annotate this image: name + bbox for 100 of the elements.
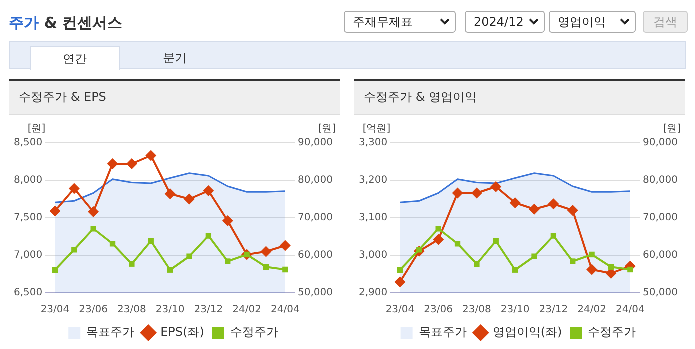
point xyxy=(263,264,270,270)
x-tick-label: 23/08 xyxy=(462,304,492,316)
legend-label: 영업이익(좌) xyxy=(492,325,562,340)
point xyxy=(72,247,78,253)
y2-axis-title: [원] xyxy=(663,124,682,135)
point xyxy=(474,261,480,267)
y2-tick-label: 60,000 xyxy=(643,250,678,262)
y-axis-title: [억원] xyxy=(362,124,391,135)
point xyxy=(532,254,538,260)
text: 연간 xyxy=(30,46,120,70)
point xyxy=(203,186,214,196)
point xyxy=(548,198,560,210)
y-tick-label: 3,300 xyxy=(358,138,388,149)
text: 주가 & 컨센서스 xyxy=(9,14,123,32)
y2-tick-label: 50,000 xyxy=(643,288,678,299)
text: 영업이익 xyxy=(558,15,606,29)
x-tick-label: 24/04 xyxy=(271,304,300,316)
y2-tick-label: 80,000 xyxy=(643,175,678,186)
point xyxy=(225,258,231,264)
x-tick-label: 23/10 xyxy=(500,304,530,316)
point xyxy=(206,233,212,239)
x-tick-label: 23/12 xyxy=(194,304,224,316)
point xyxy=(50,206,61,217)
point xyxy=(628,266,634,273)
y-axis-title: [원] xyxy=(28,124,46,135)
x-tick-label: 23/04 xyxy=(386,304,415,316)
point xyxy=(397,267,404,273)
point xyxy=(493,238,499,244)
y2-tick-label: 50,000 xyxy=(298,288,334,299)
y-tick-label: 8,500 xyxy=(14,138,43,149)
x-tick-label: 24/02 xyxy=(578,304,606,316)
point xyxy=(529,204,540,215)
point xyxy=(436,226,442,232)
point xyxy=(510,198,521,208)
legend-label: EPS(좌) xyxy=(160,325,204,340)
point xyxy=(550,233,557,239)
x-tick-label: 23/04 xyxy=(40,304,70,316)
point xyxy=(260,246,272,258)
point xyxy=(586,264,598,276)
legend-label: 목표주가 xyxy=(418,325,467,340)
y2-tick-label: 70,000 xyxy=(643,212,678,224)
point xyxy=(512,267,518,273)
text: 주재무제표 xyxy=(353,15,413,29)
point xyxy=(148,238,154,244)
point xyxy=(126,158,138,170)
legend-label: 수정주가 xyxy=(230,325,278,340)
x-tick-label: 24/04 xyxy=(616,304,645,316)
point xyxy=(110,241,116,247)
point xyxy=(129,261,135,267)
point xyxy=(167,267,174,273)
y-tick-label: 7,500 xyxy=(14,212,43,224)
y2-tick-label: 90,000 xyxy=(298,138,334,149)
legend-label: 수정주가 xyxy=(588,325,636,340)
x-tick-label: 23/06 xyxy=(424,304,453,316)
x-tick-label: 23/08 xyxy=(118,304,146,316)
y-tick-label: 3,100 xyxy=(358,212,388,224)
x-tick-label: 23/06 xyxy=(79,304,108,316)
y-tick-label: 8,000 xyxy=(14,175,43,186)
y-tick-label: 7,000 xyxy=(14,250,43,262)
point xyxy=(280,240,291,252)
point xyxy=(570,258,576,264)
point xyxy=(589,252,595,258)
x-tick-label: 24/02 xyxy=(232,304,262,316)
point xyxy=(282,266,288,273)
y-tick-label: 3,200 xyxy=(358,175,388,186)
text: 분기 xyxy=(162,50,188,67)
y2-axis-title: [원] xyxy=(318,124,336,135)
point xyxy=(68,183,80,194)
y-tick-label: 2,900 xyxy=(358,288,388,299)
point xyxy=(52,267,58,273)
y2-tick-label: 80,000 xyxy=(298,175,334,186)
x-tick-label: 23/10 xyxy=(156,304,185,316)
chart-title: 수정주가 & EPS xyxy=(9,81,340,115)
point xyxy=(88,206,100,218)
point xyxy=(471,188,482,199)
point xyxy=(222,216,234,226)
point xyxy=(107,158,118,170)
point xyxy=(490,181,502,192)
point xyxy=(454,241,461,247)
y2-tick-label: 70,000 xyxy=(298,212,334,224)
x-tick-label: 23/12 xyxy=(539,304,568,316)
point xyxy=(433,234,444,246)
point xyxy=(146,150,157,162)
legend-label: 목표주가 xyxy=(86,325,135,340)
text: 검색 xyxy=(643,11,688,33)
chart-title: 수정주가 & 영업이익 xyxy=(354,81,685,115)
y-tick-label: 3,000 xyxy=(358,250,388,262)
y2-tick-label: 90,000 xyxy=(643,138,678,149)
point xyxy=(164,188,176,200)
point xyxy=(394,276,406,288)
y-tick-label: 6,500 xyxy=(14,288,43,299)
text: 2024/12 xyxy=(474,15,524,29)
point xyxy=(567,205,578,216)
point xyxy=(184,194,195,205)
point xyxy=(452,188,464,199)
y2-tick-label: 60,000 xyxy=(298,250,334,262)
point xyxy=(606,268,617,279)
point xyxy=(90,226,96,232)
point xyxy=(186,254,192,260)
point xyxy=(608,264,614,270)
